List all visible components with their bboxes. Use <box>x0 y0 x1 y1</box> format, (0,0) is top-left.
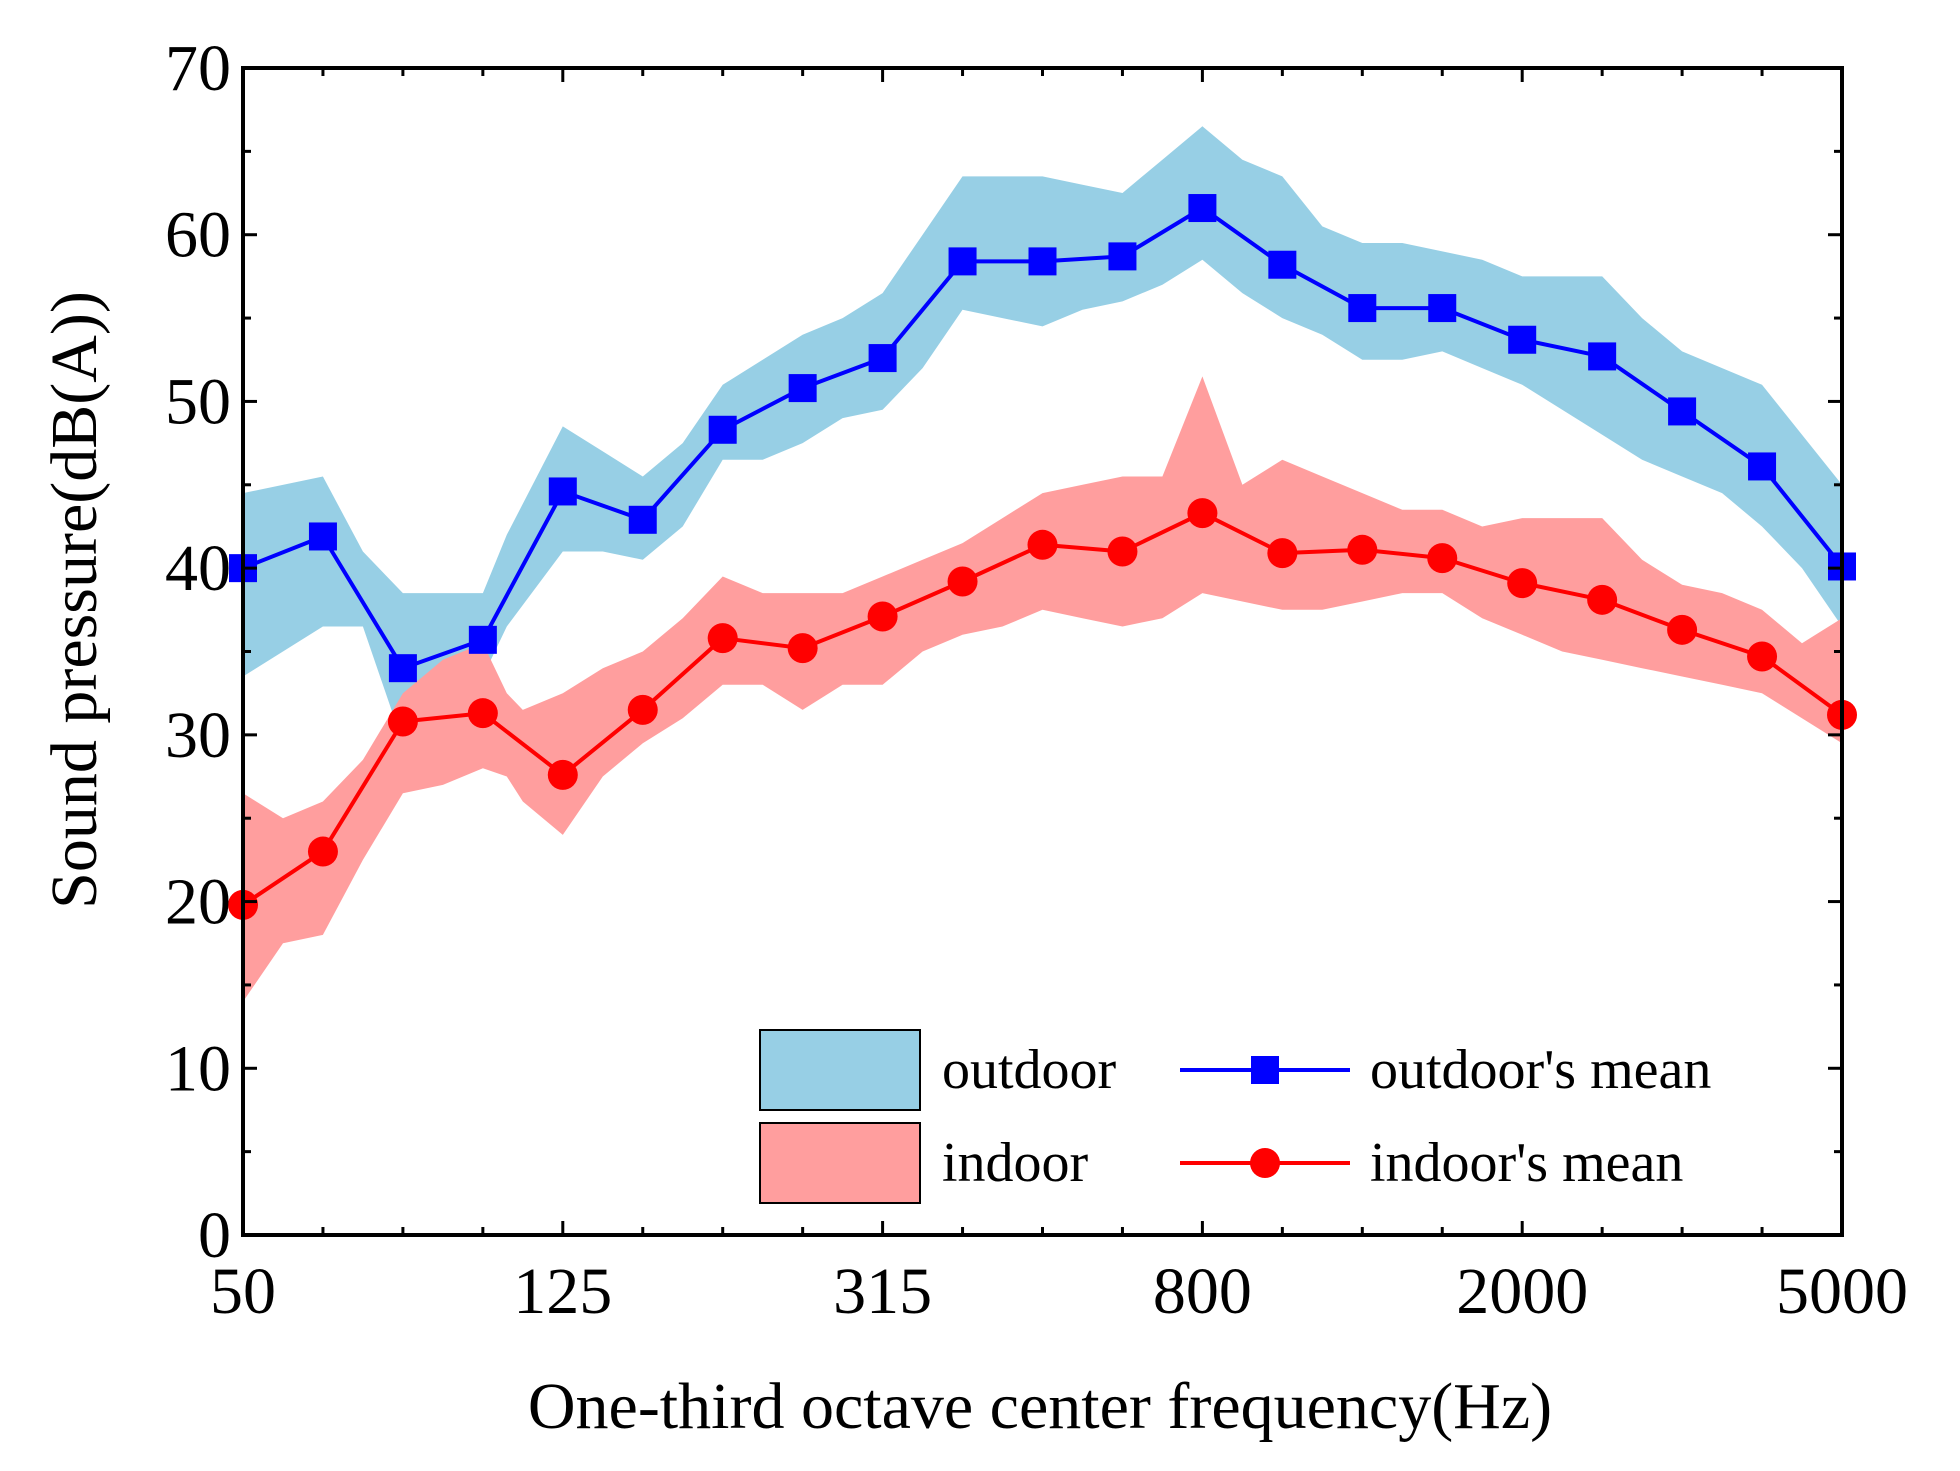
point-indoor-s-mean-250 <box>787 633 818 664</box>
point-outdoor-s-mean-2500 <box>1588 342 1617 371</box>
band-indoor <box>243 376 1842 1002</box>
point-outdoor-s-mean-315 <box>868 344 897 373</box>
y-tick-label-70: 70 <box>165 32 231 105</box>
point-outdoor-s-mean-160 <box>628 505 657 534</box>
point-outdoor-s-mean-250 <box>788 374 817 403</box>
y-tick-label-60: 60 <box>165 199 231 272</box>
x-tick-label-800: 800 <box>1153 1255 1252 1328</box>
legend: outdoor outdoor's mean indoor indoor's mean <box>759 1029 1711 1204</box>
point-indoor-s-mean-400 <box>947 566 978 597</box>
point-outdoor-s-mean-200 <box>708 415 737 444</box>
legend-marker-indoor-s-mean <box>1250 1148 1280 1178</box>
point-indoor-s-mean-1600 <box>1427 543 1458 574</box>
legend-label-outdoor: outdoor <box>942 1039 1117 1101</box>
y-tick-label-0: 0 <box>198 1199 231 1272</box>
band-outdoor <box>243 126 1842 744</box>
point-indoor-s-mean-125 <box>547 759 578 790</box>
point-outdoor-s-mean-3150 <box>1668 397 1697 426</box>
point-indoor-s-mean-160 <box>627 694 658 725</box>
point-outdoor-s-mean-630 <box>1108 242 1137 271</box>
x-tick-label-315: 315 <box>833 1255 932 1328</box>
legend-label-outdoor-s-mean: outdoor's mean <box>1370 1039 1711 1101</box>
point-indoor-s-mean-80 <box>387 706 418 737</box>
point-outdoor-s-mean-1000 <box>1268 250 1297 279</box>
x-axis-title: One-third octave center frequency(Hz) <box>528 1370 1552 1443</box>
point-indoor-s-mean-630 <box>1107 536 1138 567</box>
markers-layer <box>228 194 1857 920</box>
y-axis-title: Sound pressure(dB(A)) <box>38 291 111 909</box>
point-indoor-s-mean-800 <box>1187 498 1218 529</box>
legend-swatch-indoor <box>759 1122 921 1204</box>
y-tick-label-10: 10 <box>165 1032 231 1105</box>
point-outdoor-s-mean-1250 <box>1348 294 1377 323</box>
y-tick-label-20: 20 <box>165 866 231 939</box>
point-outdoor-s-mean-80 <box>388 654 417 683</box>
point-indoor-s-mean-315 <box>867 601 898 632</box>
point-outdoor-s-mean-63 <box>308 522 337 551</box>
x-tick-label-5000: 5000 <box>1776 1255 1908 1328</box>
point-outdoor-s-mean-125 <box>548 477 577 506</box>
x-tick-label-2000: 2000 <box>1456 1255 1588 1328</box>
y-tick-label-50: 50 <box>165 365 231 438</box>
point-indoor-s-mean-500 <box>1027 529 1058 560</box>
legend-marker-outdoor-s-mean <box>1251 1056 1279 1084</box>
ticks-layer <box>241 66 1844 1237</box>
point-outdoor-s-mean-2000 <box>1508 325 1537 354</box>
y-tick-label-30: 30 <box>165 699 231 772</box>
point-outdoor-s-mean-100 <box>468 625 497 654</box>
point-indoor-s-mean-200 <box>707 623 738 654</box>
point-indoor-s-mean-4000 <box>1747 641 1778 672</box>
legend-label-indoor-s-mean: indoor's mean <box>1370 1132 1683 1194</box>
point-indoor-s-mean-2000 <box>1507 568 1538 599</box>
point-indoor-s-mean-100 <box>467 698 498 729</box>
point-indoor-s-mean-1000 <box>1267 538 1298 569</box>
labels-layer: 0 10 20 30 40 50 60 70 50 125 315 800 2000 5000 <box>165 32 1908 1328</box>
point-outdoor-s-mean-400 <box>948 247 977 276</box>
point-outdoor-s-mean-800 <box>1188 194 1217 223</box>
point-indoor-s-mean-2500 <box>1587 584 1618 615</box>
legend-swatch-outdoor <box>759 1029 921 1111</box>
y-tick-label-40: 40 <box>165 532 231 605</box>
point-indoor-s-mean-63 <box>307 836 338 867</box>
x-tick-label-125: 125 <box>513 1255 612 1328</box>
point-indoor-s-mean-3150 <box>1667 614 1698 645</box>
point-outdoor-s-mean-1600 <box>1428 294 1457 323</box>
point-outdoor-s-mean-500 <box>1028 247 1057 276</box>
point-outdoor-s-mean-4000 <box>1748 452 1777 481</box>
x-tick-label-50: 50 <box>210 1255 276 1328</box>
legend-label-indoor: indoor <box>942 1132 1089 1194</box>
point-indoor-s-mean-1250 <box>1347 534 1378 565</box>
bands-layer <box>243 126 1842 1002</box>
